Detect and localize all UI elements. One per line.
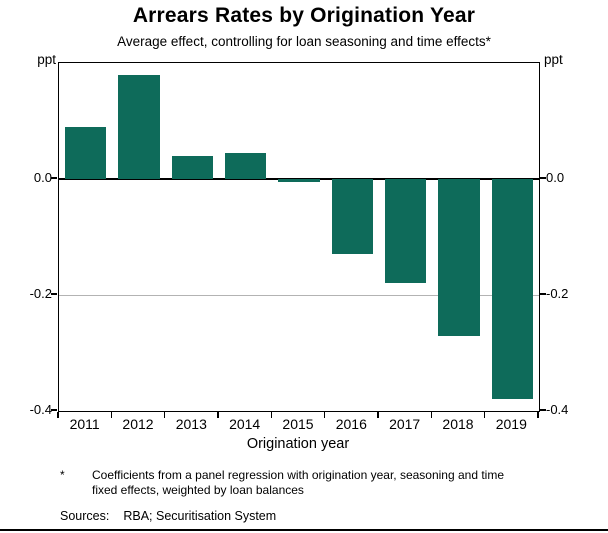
footnote-marker: *: [60, 468, 65, 482]
x-tick-label-2013: 2013: [175, 416, 207, 432]
y-tick-label-left--0.2: -0.2: [29, 286, 52, 301]
x-tick-mark: [377, 411, 379, 418]
x-tick-mark: [217, 411, 219, 418]
x-tick-label-2014: 2014: [229, 416, 261, 432]
bar-2013: [171, 155, 214, 179]
y-tick-label-right-0.0: 0.0: [546, 170, 565, 185]
bar-2017: [384, 179, 427, 284]
x-tick-mark: [430, 411, 433, 418]
y-axis-unit-right: ppt: [544, 52, 563, 67]
bar-2015: [278, 179, 320, 182]
bottom-rule: [0, 529, 608, 531]
bar-2011: [64, 126, 107, 179]
bar-2019: [491, 179, 534, 400]
footnote: * Coefficients from a panel regression w…: [60, 468, 550, 499]
x-tick-label-2015: 2015: [282, 416, 314, 432]
x-tick-mark: [270, 411, 273, 418]
x-tick-label-2012: 2012: [122, 416, 154, 432]
sources: Sources: RBA; Securitisation System: [60, 509, 276, 523]
x-tick-mark: [537, 411, 539, 418]
x-tick-mark: [163, 411, 166, 418]
y-tick-label-left-0.0: 0.0: [33, 170, 52, 185]
x-tick-label-2019: 2019: [495, 416, 527, 432]
x-tick-mark: [110, 411, 113, 418]
sources-text: RBA; Securitisation System: [123, 509, 277, 523]
footnote-text: Coefficients from a panel regression wit…: [92, 468, 505, 498]
y-tick-mark-left: [51, 409, 57, 411]
chart-title: Arrears Rates by Origination Year: [132, 4, 476, 27]
x-tick-label-2017: 2017: [389, 416, 421, 432]
y-axis-unit-left: ppt: [37, 52, 56, 67]
x-tick-label-2018: 2018: [442, 416, 474, 432]
y-tick-label-right--0.4: -0.4: [546, 402, 569, 417]
y-tick-mark-right: [539, 177, 546, 179]
x-tick-label-2016: 2016: [335, 416, 367, 432]
x-tick-label-2011: 2011: [69, 416, 100, 432]
x-tick-mark: [483, 411, 486, 418]
bar-2012: [118, 74, 160, 179]
x-axis-title: Origination year: [246, 436, 350, 452]
plot-area: [58, 62, 540, 412]
y-tick-mark-left: [51, 293, 57, 295]
y-tick-mark-right: [539, 409, 546, 411]
bar-2016: [331, 179, 374, 255]
y-tick-label-left--0.4: -0.4: [29, 402, 52, 417]
gridline: [59, 294, 539, 296]
sources-label: Sources:: [60, 509, 110, 523]
x-tick-mark: [57, 411, 59, 418]
bar-2014: [224, 152, 267, 179]
x-tick-mark: [323, 411, 326, 418]
y-tick-mark-right: [539, 293, 546, 295]
chart-subtitle: Average effect, controlling for loan sea…: [117, 34, 491, 49]
y-tick-mark-left: [51, 177, 57, 179]
bar-2018: [438, 179, 480, 336]
y-tick-label-right--0.2: -0.2: [546, 286, 569, 301]
